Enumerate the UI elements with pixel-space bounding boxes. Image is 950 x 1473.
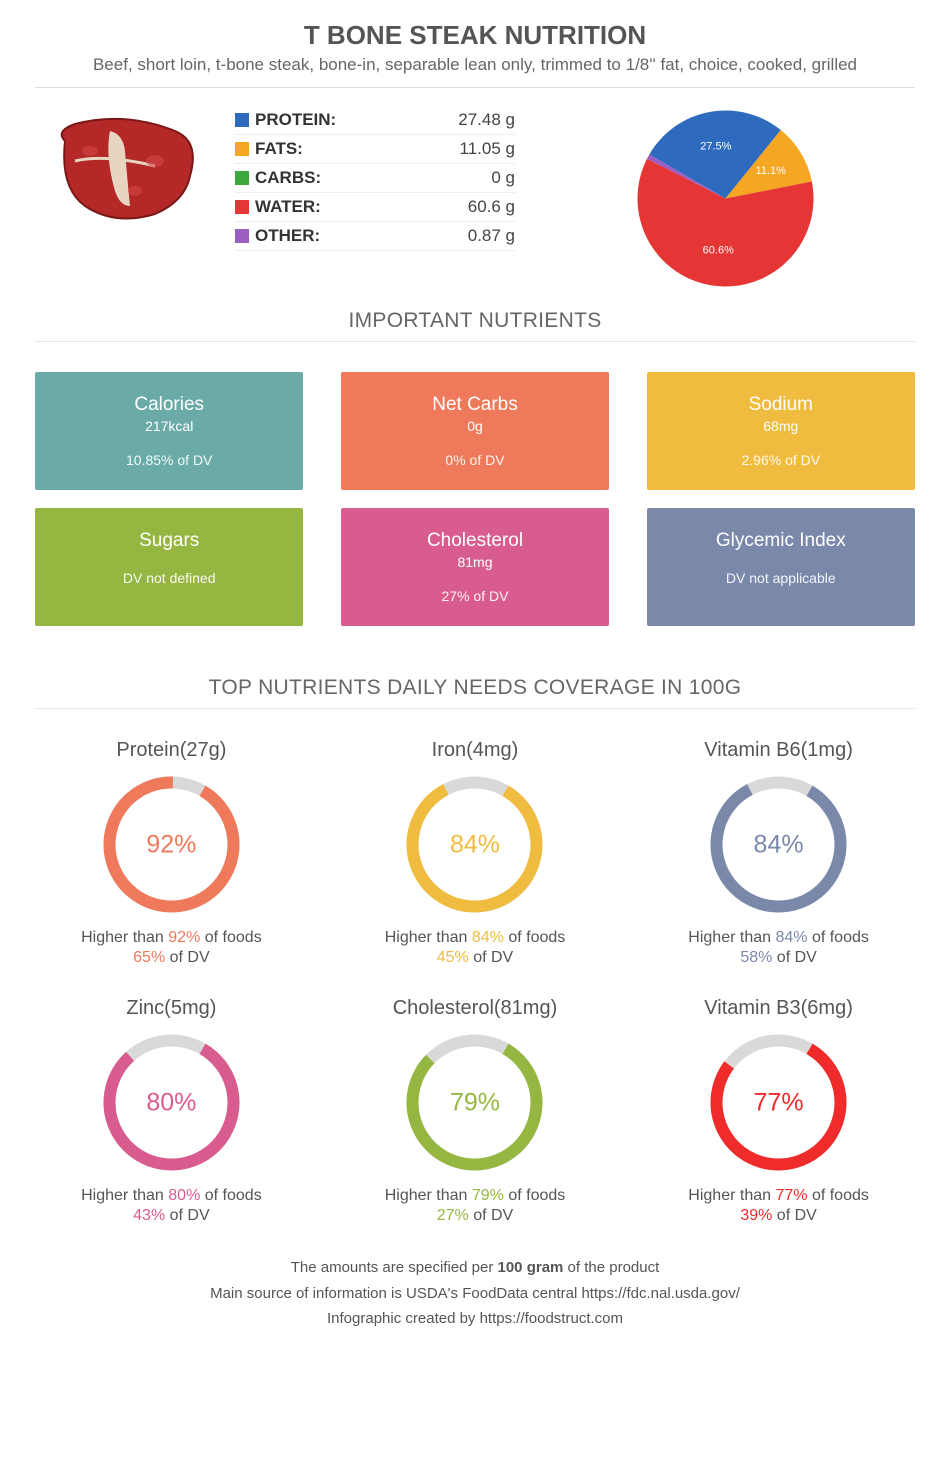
macro-value: 0.87 g: [468, 226, 515, 246]
divider: [35, 708, 915, 709]
donut-percent: 92%: [146, 830, 196, 859]
nutrient-card: Sugars DV not defined: [35, 508, 303, 626]
donut-percent: 79%: [450, 1088, 500, 1117]
card-title: Sugars: [45, 530, 293, 552]
macro-value: 27.48 g: [458, 110, 515, 130]
card-title: Cholesterol: [351, 530, 599, 552]
donut-caption: Higher than 84% of foods: [642, 929, 915, 947]
donut-item: Vitamin B6(1mg) 84% Higher than 84% of foo…: [642, 739, 915, 967]
footer-text: The amounts are specified per: [291, 1259, 498, 1276]
footer: The amounts are specified per 100 gram o…: [35, 1255, 915, 1332]
donut-title: Vitamin B3(6mg): [642, 997, 915, 1020]
color-swatch: [235, 229, 249, 243]
macro-label: CARBS:: [255, 168, 321, 188]
donut-percent: 84%: [450, 830, 500, 859]
card-value: 68mg: [657, 418, 905, 434]
page-subtitle: Beef, short loin, t-bone steak, bone-in,…: [35, 55, 915, 75]
footer-bold: 100 gram: [498, 1259, 564, 1276]
card-value: 0g: [351, 418, 599, 434]
page-title: T BONE STEAK NUTRITION: [35, 20, 915, 51]
donut-caption: Higher than 84% of foods: [339, 929, 612, 947]
card-title: Calories: [45, 394, 293, 416]
donut-dv: 27% of DV: [339, 1207, 612, 1225]
donut-percent: 84%: [754, 830, 804, 859]
macro-label: PROTEIN:: [255, 110, 336, 130]
card-title: Glycemic Index: [657, 530, 905, 552]
macro-label: FATS:: [255, 139, 303, 159]
composition-pie: 27.5% 11.1% 60.6%: [535, 106, 915, 291]
donut-percent: 77%: [754, 1088, 804, 1117]
summary-row: PROTEIN: 27.48 g FATS: 11.05 g CARBS: 0 g WATE…: [35, 106, 915, 291]
donut-dv: 58% of DV: [642, 949, 915, 967]
footer-source: Main source of information is USDA's Foo…: [35, 1281, 915, 1307]
macro-row: FATS: 11.05 g: [235, 135, 515, 164]
card-title: Net Carbs: [351, 394, 599, 416]
card-value: 81mg: [351, 554, 599, 570]
section-title-top-nutrients: TOP NUTRIENTS DAILY NEEDS COVERAGE IN 10…: [35, 676, 915, 700]
macro-row: WATER: 60.6 g: [235, 193, 515, 222]
pie-label: 11.1%: [755, 165, 786, 177]
divider: [35, 87, 915, 88]
section-title-important: IMPORTANT NUTRIENTS: [35, 309, 915, 333]
food-image: [35, 106, 215, 236]
card-dv: DV not defined: [45, 570, 293, 586]
footer-credit: Infographic created by https://foodstruc…: [35, 1306, 915, 1332]
pie-label: 60.6%: [702, 245, 733, 257]
donut-title: Protein(27g): [35, 739, 308, 762]
donut-title: Zinc(5mg): [35, 997, 308, 1020]
macro-row: OTHER: 0.87 g: [235, 222, 515, 251]
donut-caption: Higher than 79% of foods: [339, 1187, 612, 1205]
donut-caption: Higher than 92% of foods: [35, 929, 308, 947]
donut-caption: Higher than 80% of foods: [35, 1187, 308, 1205]
color-swatch: [235, 113, 249, 127]
card-value: 217kcal: [45, 418, 293, 434]
nutrient-card: Glycemic Index DV not applicable: [647, 508, 915, 626]
donut-grid: Protein(27g) 92% Higher than 92% of foods 6…: [35, 739, 915, 1225]
macro-value: 60.6 g: [468, 197, 515, 217]
card-dv: 0% of DV: [351, 452, 599, 468]
card-title: Sodium: [657, 394, 905, 416]
footer-text: of the product: [563, 1259, 659, 1276]
donut-caption: Higher than 77% of foods: [642, 1187, 915, 1205]
donut-dv: 45% of DV: [339, 949, 612, 967]
macro-row: CARBS: 0 g: [235, 164, 515, 193]
nutrient-card: Net Carbs 0g 0% of DV: [341, 372, 609, 490]
card-dv: 10.85% of DV: [45, 452, 293, 468]
nutrient-card: Cholesterol 81mg 27% of DV: [341, 508, 609, 626]
donut-item: Protein(27g) 92% Higher than 92% of foods 6…: [35, 739, 308, 967]
donut-dv: 65% of DV: [35, 949, 308, 967]
nutrient-card: Sodium 68mg 2.96% of DV: [647, 372, 915, 490]
macros-table: PROTEIN: 27.48 g FATS: 11.05 g CARBS: 0 g WATE…: [235, 106, 515, 251]
donut-title: Cholesterol(81mg): [339, 997, 612, 1020]
nutrient-cards: Calories 217kcal 10.85% of DV Net Carbs 0g 0%…: [35, 372, 915, 626]
card-dv: 27% of DV: [351, 588, 599, 604]
donut-item: Iron(4mg) 84% Higher than 84% of foods 45% …: [339, 739, 612, 967]
card-dv: DV not applicable: [657, 570, 905, 586]
color-swatch: [235, 142, 249, 156]
donut-dv: 43% of DV: [35, 1207, 308, 1225]
donut-percent: 80%: [146, 1088, 196, 1117]
donut-item: Cholesterol(81mg) 79% Higher than 79% of f…: [339, 997, 612, 1225]
donut-dv: 39% of DV: [642, 1207, 915, 1225]
nutrient-card: Calories 217kcal 10.85% of DV: [35, 372, 303, 490]
color-swatch: [235, 171, 249, 185]
divider: [35, 341, 915, 342]
donut-item: Zinc(5mg) 80% Higher than 80% of foods 43% …: [35, 997, 308, 1225]
color-swatch: [235, 200, 249, 214]
macro-value: 0 g: [491, 168, 515, 188]
card-dv: 2.96% of DV: [657, 452, 905, 468]
donut-item: Vitamin B3(6mg) 77% Higher than 77% of foo…: [642, 997, 915, 1225]
pie-label: 27.5%: [700, 140, 731, 152]
macro-label: OTHER:: [255, 226, 320, 246]
donut-title: Iron(4mg): [339, 739, 612, 762]
macro-value: 11.05 g: [460, 139, 515, 159]
macro-row: PROTEIN: 27.48 g: [235, 106, 515, 135]
macro-label: WATER:: [255, 197, 321, 217]
donut-title: Vitamin B6(1mg): [642, 739, 915, 762]
